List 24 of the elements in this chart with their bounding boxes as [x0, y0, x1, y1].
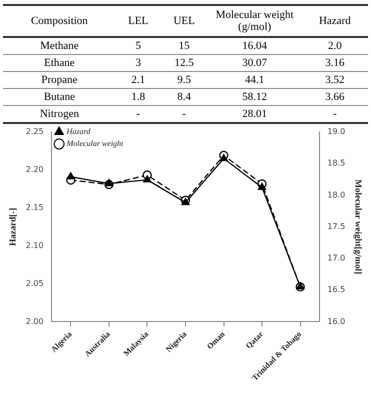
legend-label: Hazard [66, 127, 92, 136]
point [258, 182, 266, 190]
y2-tick-label: 18.0 [327, 190, 346, 200]
y-tick-label: 2.10 [26, 240, 44, 250]
y-axis-title: Hazard[-] [8, 208, 18, 246]
point [296, 282, 304, 290]
y2-axis-title: Molecular weight[g/mol] [353, 180, 364, 274]
y2-tick-label: 16.5 [327, 285, 346, 294]
y2-tick-label: 17.5 [327, 222, 346, 231]
y-tick-label: 2.00 [26, 316, 44, 326]
y-tick-label: 2.25 [26, 127, 44, 136]
y2-tick-label: 16.0 [327, 316, 346, 326]
point [104, 178, 114, 186]
y-tick-label: 2.05 [26, 278, 44, 288]
point [220, 154, 228, 162]
y2-tick-label: 18.5 [327, 158, 346, 168]
point [143, 175, 152, 182]
point [66, 172, 75, 180]
y-tick-label: 2.20 [26, 165, 44, 174]
legend-label: Molecular weight [66, 139, 124, 148]
y2-tick-label: 17.0 [327, 254, 346, 263]
y2-tick-label: 19.0 [327, 127, 346, 136]
table: Composition LEL UEL Molecular weight (g/mol) Hazard Methane 5 15 16.04 2.0 Ethane 3 12.5 30.07 3.16 Propane 2.1 9.5 44.1 3.52 Butane 1.8 8.4 58.12 3.66 Nitrogen - - 28.01 - [3, 4, 368, 124]
y-tick-label: 2.15 [26, 202, 44, 212]
